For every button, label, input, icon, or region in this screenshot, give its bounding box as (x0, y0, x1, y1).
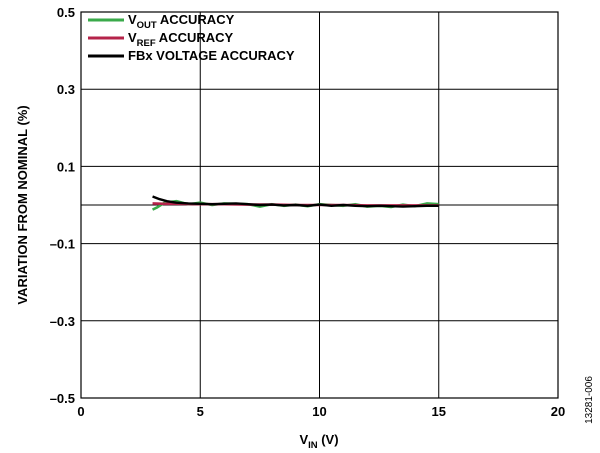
legend-label: FBx VOLTAGE ACCURACY (128, 48, 295, 63)
legend-label-main: V (128, 12, 137, 27)
x-tick-label: 15 (432, 404, 446, 419)
y-axis-label: VARIATION FROM NOMINAL (%) (15, 105, 30, 304)
y-tick-label: 0.3 (57, 82, 75, 97)
grid-lines (81, 12, 558, 398)
y-tick-label: 0.1 (57, 159, 75, 174)
x-axis-label-sub: IN (308, 440, 318, 451)
x-axis-label-main: V (299, 432, 308, 447)
x-tick-label: 20 (551, 404, 565, 419)
x-tick-label: 5 (197, 404, 204, 419)
x-axis-label-suffix: (V) (318, 432, 339, 447)
x-tick-label: 10 (312, 404, 326, 419)
y-tick-label: 0.5 (57, 5, 75, 20)
y-tick-labels: 0.5 0.3 0.1 –0.1 –0.3 –0.5 (50, 5, 75, 406)
x-axis-label: VIN (V) (299, 432, 338, 451)
legend-label-suffix: ACCURACY (157, 12, 235, 27)
legend-label-suffix: ACCURACY (156, 30, 234, 45)
legend-label-main: FBx VOLTAGE ACCURACY (128, 48, 295, 63)
plot-frame (80, 11, 559, 399)
series-layer (151, 195, 439, 211)
y-tick-label: –0.5 (50, 391, 75, 406)
legend-label: VREF ACCURACY (128, 30, 234, 49)
series-line-3 (152, 195, 439, 208)
y-tick-label: –0.1 (50, 237, 75, 252)
legend-label-main: V (128, 30, 137, 45)
y-tick-label: –0.3 (50, 314, 75, 329)
x-tick-label: 0 (77, 404, 84, 419)
x-tick-labels: 0 5 10 15 20 (77, 404, 565, 419)
legend-label: VOUT ACCURACY (128, 12, 235, 31)
legend-label-sub: REF (137, 38, 156, 49)
figure-id: 13281-006 (584, 376, 595, 424)
legend-label-sub: OUT (137, 20, 157, 31)
